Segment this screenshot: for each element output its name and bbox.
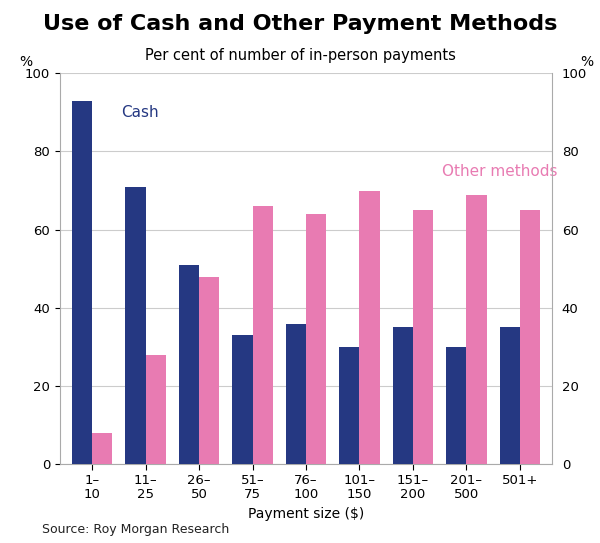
Bar [199, 276, 220, 464]
Bar [339, 347, 359, 464]
Bar [72, 100, 92, 464]
Bar [413, 210, 433, 464]
Bar [146, 355, 166, 464]
Text: Use of Cash and Other Payment Methods: Use of Cash and Other Payment Methods [43, 14, 557, 34]
Bar [92, 433, 112, 464]
Bar [253, 206, 273, 464]
Bar [392, 327, 413, 464]
Text: Per cent of number of in-person payments: Per cent of number of in-person payments [145, 48, 455, 63]
Text: %: % [580, 55, 593, 70]
Text: Other methods: Other methods [442, 164, 558, 179]
Bar [286, 324, 306, 464]
Bar [232, 335, 253, 464]
Bar [359, 191, 380, 464]
X-axis label: Payment size ($): Payment size ($) [248, 507, 364, 521]
Bar [125, 187, 146, 464]
Bar [520, 210, 540, 464]
Bar [500, 327, 520, 464]
Bar [466, 194, 487, 464]
Text: %: % [19, 55, 32, 70]
Bar [446, 347, 466, 464]
Text: Source: Roy Morgan Research: Source: Roy Morgan Research [42, 523, 229, 536]
Bar [306, 214, 326, 464]
Bar [179, 265, 199, 464]
Text: Cash: Cash [121, 105, 159, 120]
